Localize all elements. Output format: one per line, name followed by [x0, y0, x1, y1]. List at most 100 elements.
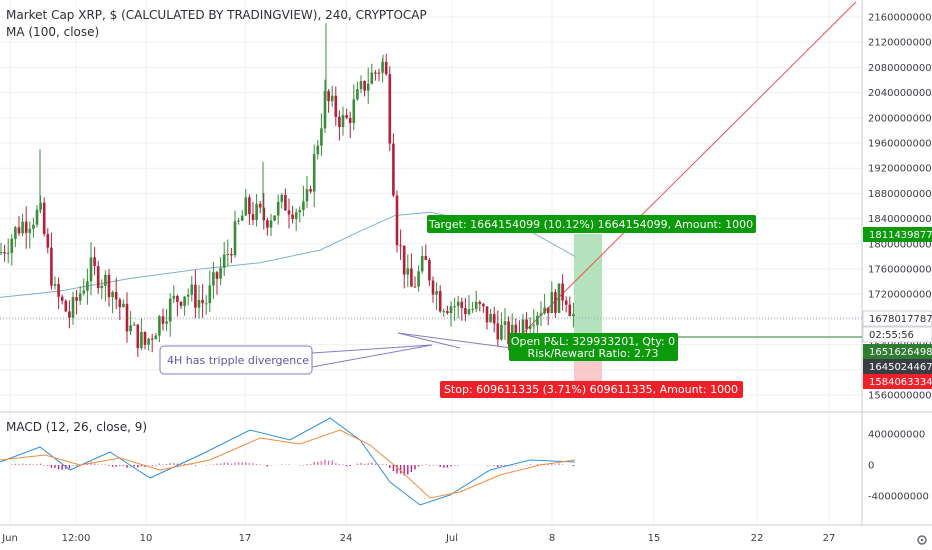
candle-body: [471, 308, 474, 310]
trend-line[interactable]: [508, 1, 857, 348]
price-tag: [863, 359, 932, 374]
candle-body: [377, 72, 381, 74]
candle-body: [14, 227, 17, 239]
target-label-box[interactable]: [427, 215, 756, 233]
candle-body: [266, 220, 269, 228]
candle-body: [276, 201, 280, 216]
candle-body: [413, 286, 417, 288]
pnl-label-line1: Open P&L: 329933201, Qty: 0: [511, 335, 675, 348]
stop-label-box[interactable]: [440, 381, 743, 398]
price-grid: [0, 0, 862, 525]
pnl-label-box[interactable]: [509, 333, 678, 361]
y-tick-label: 18400000000: [868, 214, 932, 225]
candle-body: [111, 292, 114, 298]
candle-body: [24, 221, 28, 233]
pnl-label-line2: Risk/Reward Ratio: 2.73: [528, 347, 659, 360]
candle-body: [269, 220, 273, 228]
candle-body: [100, 285, 104, 289]
candle-body: [107, 274, 111, 298]
target-label: Target: 1664154099 (10.12%) 1664154099, …: [428, 218, 753, 231]
candle-body: [158, 316, 161, 336]
candle-body: [402, 245, 406, 275]
candle-body: [233, 221, 237, 256]
candle-body: [197, 299, 201, 308]
candle-body: [6, 252, 10, 254]
candle-body: [366, 83, 370, 91]
candle-body: [168, 298, 172, 322]
y-tick-label: 20400000000: [868, 88, 932, 99]
y-tick-label: 17200000000: [868, 290, 932, 301]
candle-body: [435, 291, 438, 295]
candle-body: [129, 325, 132, 332]
candle-body: [482, 303, 485, 307]
divergence-callout[interactable]: [159, 345, 313, 375]
candle-body: [410, 268, 413, 287]
x-tick-label: 8: [549, 533, 555, 544]
price-tag-label: 16516264981: [869, 347, 932, 358]
candle-body: [345, 115, 348, 118]
candle-body: [442, 311, 446, 313]
candle-body: [125, 303, 129, 332]
candle-body: [568, 304, 572, 317]
candle-body: [161, 316, 165, 324]
stop-label: Stop: 609611335 (3.71%) 609611335, Amoun…: [444, 383, 738, 396]
candle-body: [75, 297, 78, 301]
macd-line: [0, 417, 576, 506]
x-tick-label: 17: [239, 533, 252, 544]
divergence-line-mid: [397, 332, 461, 349]
candle-body: [363, 81, 366, 91]
candle-body: [417, 271, 420, 287]
candle-body: [446, 311, 449, 314]
candle-body: [240, 215, 244, 221]
candle-body: [500, 324, 503, 340]
y-tick-label: 17600000000: [868, 265, 932, 276]
candle-body: [186, 294, 190, 297]
signal-line: [0, 429, 576, 499]
candle-body: [320, 128, 323, 146]
candle-body: [64, 300, 68, 312]
candle-body: [35, 209, 39, 225]
candle-body: [399, 245, 402, 247]
candle-body: [32, 224, 35, 229]
candle-body: [226, 253, 230, 255]
candle-body: [68, 311, 71, 318]
candle-body: [165, 321, 168, 324]
candle-body: [150, 338, 154, 340]
y-tick-label: 21200000000: [868, 38, 932, 49]
y-tick-label: 20000000000: [868, 113, 932, 124]
candle-body: [39, 202, 42, 210]
candle-body: [183, 296, 186, 306]
macd-legend: MACD (12, 26, close, 9): [6, 420, 148, 434]
candle-body: [258, 203, 262, 208]
candle-body: [392, 143, 395, 196]
divergence-line-top: [397, 332, 513, 349]
gear-icon[interactable]: [917, 535, 927, 545]
x-tick-label: 12:00: [62, 533, 91, 544]
chart-title: Market Cap XRP, $ (CALCULATED BY TRADING…: [6, 8, 427, 22]
candle-body: [143, 332, 147, 345]
candle-body: [71, 297, 75, 318]
candle-body: [561, 283, 564, 301]
candle-body: [154, 335, 158, 340]
candle-body: [359, 81, 363, 90]
candle-body: [0, 252, 3, 254]
candle-body: [395, 195, 399, 246]
candle-body: [536, 315, 539, 326]
candle-body: [219, 267, 222, 279]
candle-body: [496, 323, 500, 340]
candle-body: [384, 61, 388, 75]
y-tick-label: 18800000000: [868, 189, 932, 200]
price-tag: [863, 344, 932, 359]
price-tag-label: 02:55:56: [869, 330, 914, 341]
candle-body: [93, 257, 96, 267]
candle-body: [147, 338, 150, 345]
candle-body: [478, 301, 482, 304]
x-tick-label: 24: [340, 533, 353, 544]
candle-body: [503, 321, 507, 325]
ma-legend: MA (100, close): [6, 25, 100, 39]
candle-body: [489, 314, 492, 323]
candle-body: [525, 319, 528, 329]
candle-body: [381, 61, 384, 73]
candle-body: [514, 324, 518, 334]
